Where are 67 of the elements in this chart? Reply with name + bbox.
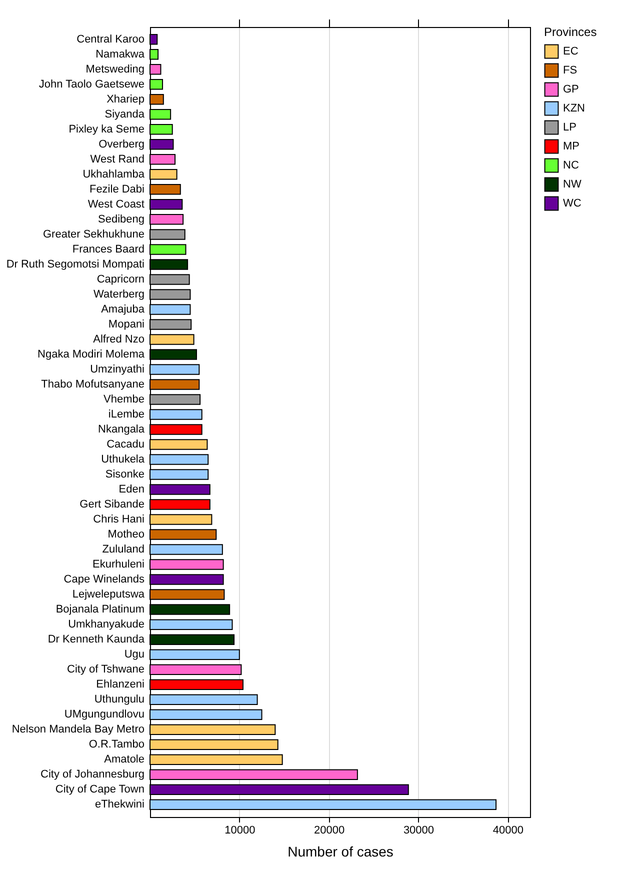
y-tick-label: Bojanala Platinum [56,604,144,616]
y-tick-label: eThekwini [94,798,144,811]
y-tick-label: West Coast [88,198,144,210]
y-tick-label: City of Tshwane [67,664,144,676]
y-tick-label: Nelson Mandela Bay Metro [12,724,144,736]
legend-label: NW [563,178,582,190]
y-tick-label: Sedibeng [98,213,144,226]
y-tick-label: Lejweleputswa [72,588,146,601]
y-tick-label: Overberg [98,138,144,150]
legend-label: LP [563,122,576,134]
y-tick-label: Alfred Nzo [93,333,144,346]
y-tick-label: Chris Hani [93,514,144,526]
y-tick-label: Ekurhuleni [92,558,144,571]
y-tick-label: Motheo [108,528,144,541]
x-tick-label: 30000 [403,824,434,836]
y-tick-label: Eden [118,484,144,496]
legend-label: FS [563,64,578,76]
y-tick-label: City of Johannesburg [40,768,144,781]
y-tick-label: West Rand [90,153,144,166]
y-tick-label: Ngaka Modiri Molema [38,348,146,360]
y-tick-label: John Taolo Gaetsewe [38,78,144,90]
y-tick-label: Greater Sekhukhune [42,228,144,240]
y-tick-label: Pixley ka Seme [68,123,144,136]
y-tick-label: City of Cape Town [55,784,144,796]
y-tick-label: Thabo Mofutsanyane [41,378,144,390]
y-tick-label: Xhariep [106,93,144,106]
y-tick-label: Uthukela [101,454,146,466]
y-tick-label: Frances Baard [72,243,144,256]
legend-label: MP [563,140,580,152]
y-tick-label: Umkhanyakude [68,618,144,631]
x-tick-label: 40000 [492,824,524,836]
y-tick-label: Amatole [104,754,144,766]
y-tick-label: O.R.Tambo [88,738,144,751]
y-tick-label: Gert Sibande [80,498,144,511]
y-tick-label: Uthungulu [94,694,144,706]
y-tick-label: iLembe [108,408,144,420]
y-tick-label: Dr Kenneth Kaunda [48,634,146,646]
y-tick-label: Ehlanzeni [96,678,144,691]
y-tick-label: Fezile Dabi [89,183,144,196]
y-tick-label: Nkangala [98,424,146,436]
y-tick-label: Mopani [108,318,144,330]
legend-label: EC [563,46,578,58]
y-tick-label: Amajuba [101,303,146,316]
legend-label: NC [563,160,579,172]
legend-label: GP [563,84,579,96]
y-tick-label: UMgungundlovu [64,708,144,721]
y-tick-label: Ukhahlamba [82,168,146,180]
y-tick-label: Vhembe [104,393,144,406]
y-tick-label: Waterberg [94,288,144,300]
y-tick-label: Sisonke [105,468,144,481]
y-tick-label: Metsweding [86,63,144,76]
y-tick-label: Central Karoo [76,33,144,46]
y-tick-label: Zululand [102,544,144,556]
x-tick-label: 20000 [314,824,345,836]
legend-label: KZN [563,102,586,114]
x-axis-title: Number of cases [288,844,394,860]
y-tick-label: Namakwa [96,48,146,60]
x-tick-label: 10000 [224,824,256,836]
y-tick-label: Cape Winelands [64,574,145,586]
y-tick-label: Ugu [124,648,144,661]
y-tick-label: Dr Ruth Segomotsi Mompati [6,258,144,270]
legend-title: Provinces [544,25,597,39]
y-tick-label: Umzinyathi [90,363,144,376]
y-tick-label: Siyanda [104,108,146,120]
y-tick-label: Capricorn [96,273,144,286]
legend-label: WC [563,198,582,210]
y-tick-label: Cacadu [106,438,144,451]
